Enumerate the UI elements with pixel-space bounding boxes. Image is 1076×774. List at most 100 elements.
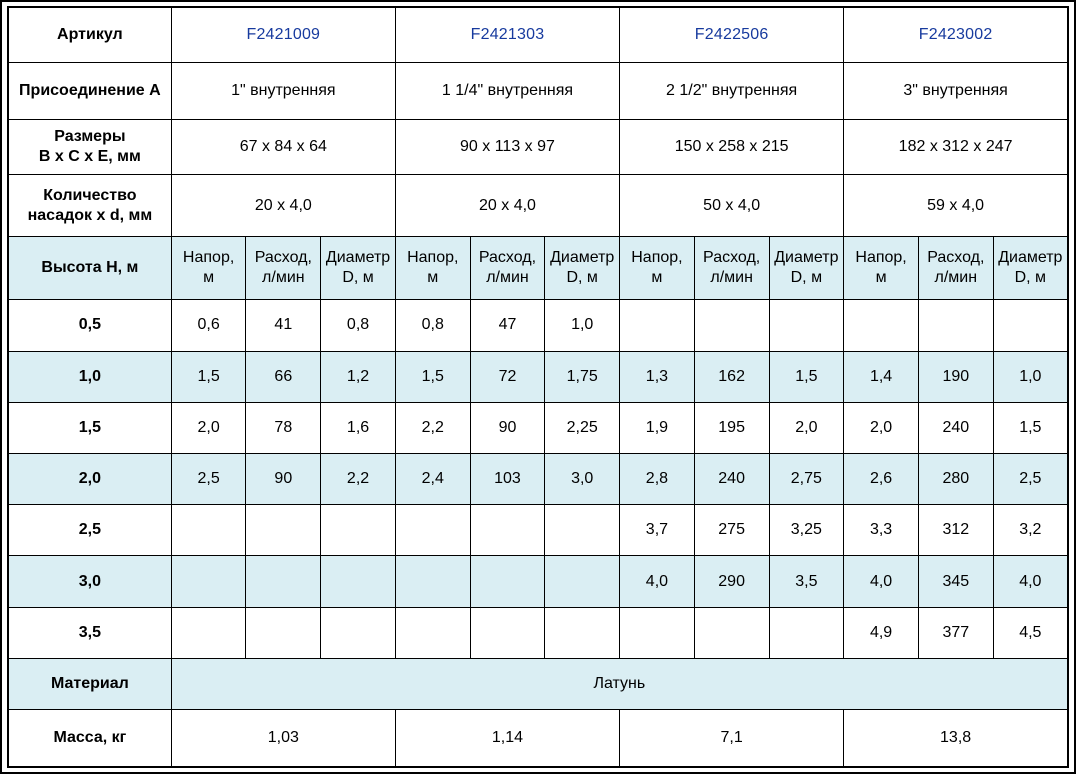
nozzles-value: 50 х 4,0	[619, 174, 845, 237]
data-cell: 1,6	[320, 401, 396, 455]
mass-row: Масса, кг 1,03 1,14 7,1 13,8	[7, 709, 1069, 768]
data-cell: 3,2	[992, 504, 1069, 557]
data-cell: 2,0	[768, 401, 845, 455]
data-cell: 190	[917, 350, 994, 403]
data-row: 3,5 4,9 377 4,5	[7, 606, 1069, 659]
data-cell: 1,5	[768, 350, 845, 403]
subheader-rashod: Расход, л/мин	[693, 235, 770, 301]
data-cell	[320, 555, 396, 608]
connection-value: 2 1/2" внутренняя	[619, 61, 845, 121]
data-cell	[170, 606, 247, 659]
subheader-diametr: Диаметр D, м	[544, 235, 621, 301]
data-cell: 1,0	[544, 299, 621, 352]
row-height-cell: 2,5	[7, 504, 172, 557]
data-cell: 1,5	[170, 350, 247, 403]
column-header-row: Высота Н, м Напор, м Расход, л/мин Диаме…	[7, 235, 1069, 301]
connection-row: Присоединение А 1" внутренняя 1 1/4" вну…	[7, 61, 1069, 121]
data-cell	[768, 606, 845, 659]
data-cell: 2,0	[170, 401, 247, 455]
data-cell: 103	[469, 452, 546, 506]
data-cell: 90	[245, 452, 322, 506]
data-cell: 312	[917, 504, 994, 557]
data-cell: 1,9	[619, 401, 695, 455]
subheader-rashod: Расход, л/мин	[917, 235, 994, 301]
data-cell: 1,4	[843, 350, 919, 403]
height-column-label: Высота Н, м	[7, 235, 172, 301]
dimensions-value: 182 х 312 х 247	[843, 119, 1069, 176]
data-cell: 3,5	[768, 555, 845, 608]
data-cell: 41	[245, 299, 322, 352]
data-cell	[843, 299, 919, 352]
data-row: 1,0 1,5 66 1,2 1,5 72 1,75 1,3 162 1,5 1…	[7, 350, 1069, 403]
data-cell: 4,0	[992, 555, 1069, 608]
data-cell: 2,8	[619, 452, 695, 506]
data-cell: 240	[917, 401, 994, 455]
data-cell	[917, 299, 994, 352]
dimensions-value: 150 х 258 х 215	[619, 119, 845, 176]
data-cell: 47	[469, 299, 546, 352]
data-cell	[394, 555, 471, 608]
dimensions-label: Размеры В х С х Е, мм	[7, 119, 172, 176]
nozzles-row: Количество насадок х d, мм 20 х 4,0 20 х…	[7, 174, 1069, 237]
data-cell: 2,5	[170, 452, 247, 506]
subheader-napor: Напор, м	[394, 235, 471, 301]
data-cell: 195	[693, 401, 770, 455]
data-cell: 2,6	[843, 452, 919, 506]
subheader-napor: Напор, м	[843, 235, 919, 301]
data-cell: 3,3	[843, 504, 919, 557]
data-cell	[170, 555, 247, 608]
data-cell	[320, 606, 396, 659]
data-cell	[693, 606, 770, 659]
data-cell	[469, 504, 546, 557]
data-cell	[469, 555, 546, 608]
product-spec-table: Артикул F2421009 F2421303 F2422506 F2423…	[7, 6, 1069, 768]
subheader-rashod: Расход, л/мин	[469, 235, 546, 301]
nozzles-label: Количество насадок х d, мм	[7, 174, 172, 237]
data-cell	[544, 504, 621, 557]
subheader-diametr: Диаметр D, м	[992, 235, 1069, 301]
mass-label: Масса, кг	[7, 709, 172, 768]
data-cell: 290	[693, 555, 770, 608]
data-cell	[394, 606, 471, 659]
row-height-cell: 2,0	[7, 452, 172, 506]
connection-value: 1" внутренняя	[170, 61, 396, 121]
article-row: Артикул F2421009 F2421303 F2422506 F2423…	[7, 6, 1069, 63]
data-cell	[619, 299, 695, 352]
data-cell: 3,25	[768, 504, 845, 557]
data-cell: 1,5	[992, 401, 1069, 455]
data-cell: 1,75	[544, 350, 621, 403]
material-row: Материал Латунь	[7, 657, 1069, 711]
subheader-diametr: Диаметр D, м	[768, 235, 845, 301]
data-cell: 240	[693, 452, 770, 506]
data-row: 0,5 0,6 41 0,8 0,8 47 1,0	[7, 299, 1069, 352]
material-value: Латунь	[170, 657, 1069, 711]
data-row: 2,0 2,5 90 2,2 2,4 103 3,0 2,8 240 2,75 …	[7, 452, 1069, 506]
data-cell	[693, 299, 770, 352]
data-cell: 345	[917, 555, 994, 608]
row-height-cell: 1,0	[7, 350, 172, 403]
data-cell: 0,8	[394, 299, 471, 352]
connection-value: 3" внутренняя	[843, 61, 1069, 121]
data-cell: 90	[469, 401, 546, 455]
data-cell	[170, 504, 247, 557]
data-cell	[544, 606, 621, 659]
row-height-cell: 0,5	[7, 299, 172, 352]
mass-value: 1,14	[394, 709, 621, 768]
nozzles-value: 20 х 4,0	[394, 174, 621, 237]
data-cell	[469, 606, 546, 659]
dimensions-value: 90 х 113 х 97	[394, 119, 621, 176]
article-value: F2423002	[843, 6, 1069, 63]
data-cell: 2,5	[992, 452, 1069, 506]
data-cell	[245, 555, 322, 608]
subheader-napor: Напор, м	[619, 235, 695, 301]
article-label: Артикул	[7, 6, 172, 63]
data-cell	[245, 606, 322, 659]
mass-value: 7,1	[619, 709, 845, 768]
data-cell	[992, 299, 1069, 352]
material-label: Материал	[7, 657, 172, 711]
data-cell	[768, 299, 845, 352]
data-cell: 1,5	[394, 350, 471, 403]
subheader-rashod: Расход, л/мин	[245, 235, 322, 301]
data-cell: 275	[693, 504, 770, 557]
dimensions-value: 67 х 84 х 64	[170, 119, 396, 176]
